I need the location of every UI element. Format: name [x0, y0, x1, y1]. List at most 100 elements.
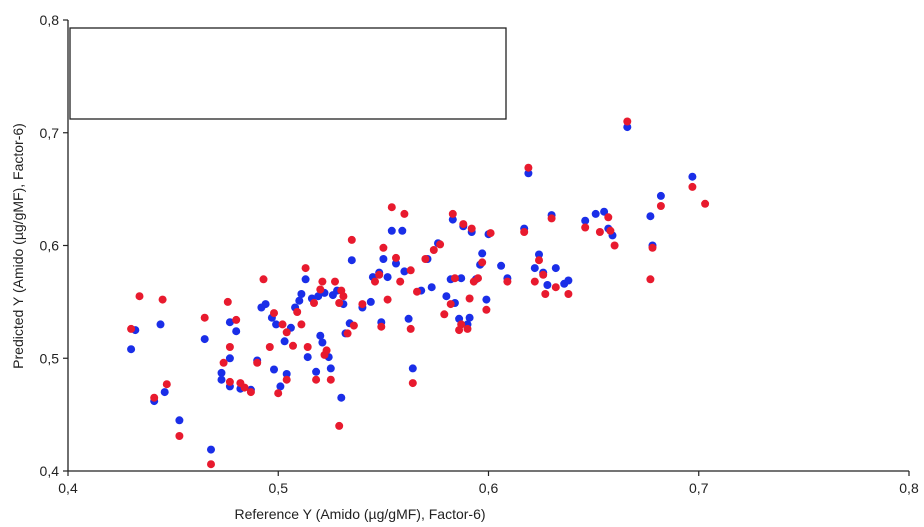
data-point [217, 375, 226, 384]
data-point [318, 338, 327, 347]
data-point [541, 290, 550, 298]
data-point [282, 370, 291, 378]
data-point [225, 377, 234, 386]
data-point [156, 320, 165, 329]
data-point [564, 290, 573, 298]
data-point [610, 241, 619, 250]
data-point [551, 264, 560, 273]
data-point [127, 345, 136, 354]
data-point [543, 281, 552, 289]
data-point [162, 380, 171, 389]
data-point [223, 297, 232, 306]
data-point [293, 308, 302, 316]
data-point [448, 215, 457, 224]
axis-ticks: 0,4 0,5 0,6 0,7 0,8 0,4 0,5 0,6 0,7 0,8 [40, 12, 919, 496]
data-point [551, 283, 560, 292]
data-point [486, 229, 495, 238]
data-point [503, 277, 512, 286]
data-point [564, 276, 573, 285]
y-tick-label: 0,8 [40, 12, 60, 28]
y-tick-label: 0,4 [40, 463, 60, 479]
data-point [217, 368, 226, 377]
data-point [301, 264, 310, 273]
data-point [278, 320, 287, 329]
data-point [448, 209, 457, 218]
data-point [547, 214, 556, 223]
data-point [482, 295, 491, 304]
data-point [688, 182, 697, 191]
data-point [406, 266, 415, 275]
data-point [478, 258, 487, 267]
data-point [240, 383, 249, 392]
data-point [383, 295, 392, 304]
data-point [688, 172, 697, 181]
data-point [379, 255, 388, 263]
legend-frame [69, 27, 507, 120]
data-point [530, 264, 539, 273]
data-point [207, 445, 215, 454]
data-point [135, 292, 144, 301]
x-tick-label: 0,8 [899, 480, 919, 496]
data-point [408, 379, 417, 388]
data-point [535, 250, 543, 259]
data-point [318, 277, 327, 286]
data-point [427, 283, 436, 292]
data-point [591, 209, 600, 218]
data-point [331, 277, 339, 286]
data-point [246, 388, 255, 397]
data-point [160, 388, 169, 397]
data-point [701, 199, 710, 208]
data-point [326, 364, 335, 373]
data-point [272, 320, 281, 329]
data-point [457, 320, 466, 329]
data-point [225, 318, 234, 327]
data-point [270, 365, 278, 374]
data-point [295, 296, 304, 305]
legend-box [69, 27, 507, 120]
data-point [600, 207, 609, 216]
data-point [366, 297, 375, 306]
data-point [253, 358, 262, 367]
data-point [312, 367, 321, 376]
data-point [524, 169, 533, 178]
data-point [623, 117, 632, 126]
data-point [581, 216, 590, 225]
data-point [404, 314, 413, 323]
data-point [335, 421, 344, 430]
data-point [524, 163, 533, 172]
data-point [436, 240, 445, 249]
x-axis-title: Reference Y (Amido (µg/gMF), Factor-6) [234, 506, 485, 522]
data-point [656, 191, 665, 200]
data-point [396, 277, 405, 286]
data-point [314, 292, 323, 301]
data-point [465, 294, 474, 303]
data-point [646, 275, 655, 284]
data-point [175, 416, 184, 425]
data-point [316, 331, 325, 340]
data-point [232, 327, 241, 336]
data-point [387, 203, 396, 212]
data-point [261, 300, 270, 309]
data-point [392, 253, 400, 262]
x-tick-label: 0,7 [689, 480, 709, 496]
data-point [316, 285, 325, 294]
data-point [200, 335, 209, 344]
data-point [539, 270, 548, 279]
data-point [127, 324, 136, 333]
x-tick-label: 0,5 [269, 480, 289, 496]
data-point [440, 310, 449, 319]
data-point [413, 287, 421, 296]
data-point [312, 375, 321, 384]
data-point [408, 364, 417, 373]
data-point [604, 213, 613, 222]
data-point [347, 256, 356, 265]
data-point [656, 202, 665, 210]
data-point [400, 209, 409, 218]
data-point [259, 275, 268, 284]
y-axis-title: Predicted Y (Amido (µg/gMF), Factor-6) [10, 123, 26, 369]
data-point [459, 220, 468, 229]
data-point [301, 275, 310, 284]
data-point [225, 343, 234, 351]
